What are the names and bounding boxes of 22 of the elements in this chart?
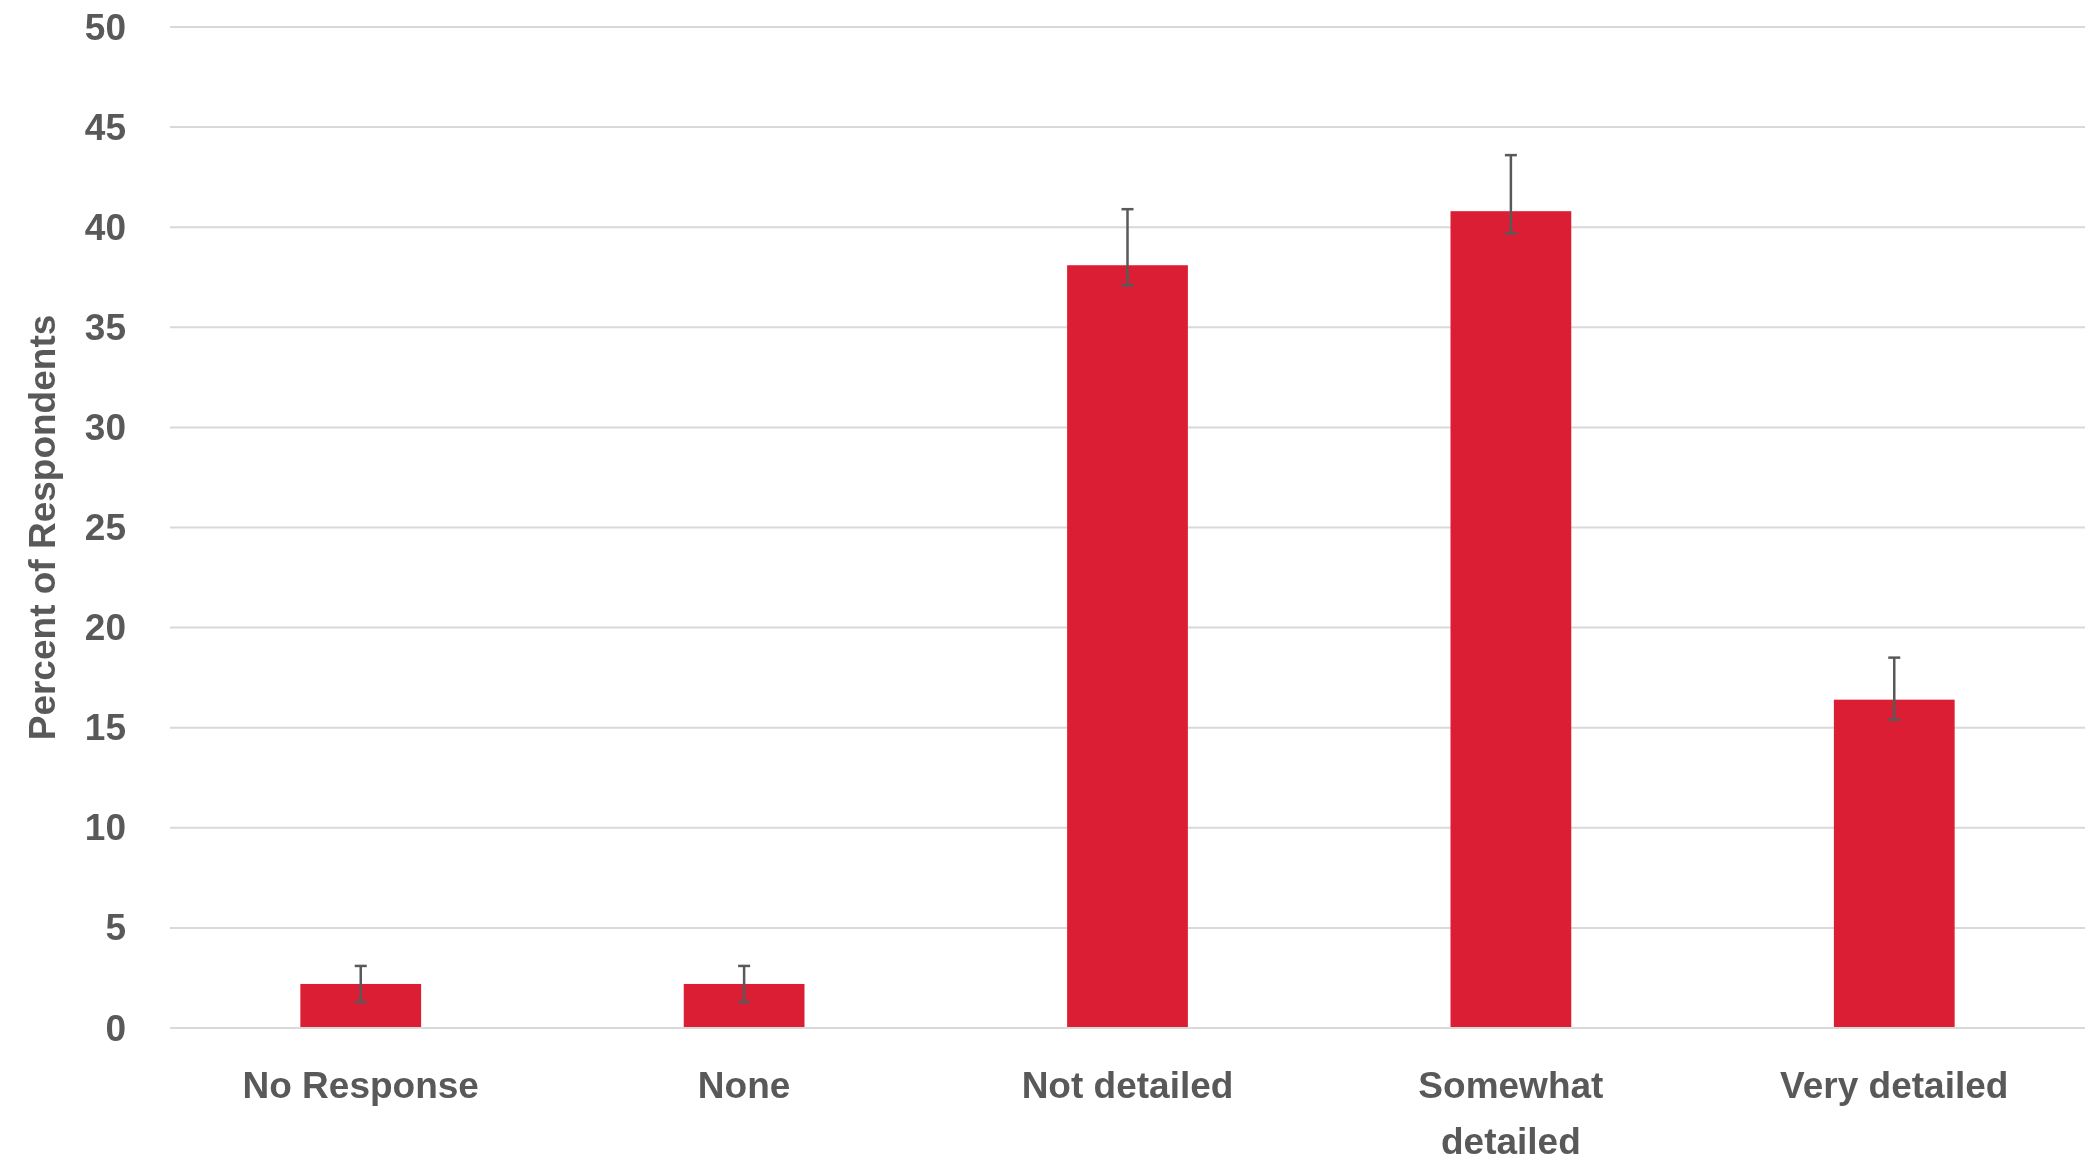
y-tick-label: 10 <box>84 807 126 849</box>
bar <box>1450 211 1572 1028</box>
y-tick-label: 20 <box>84 607 126 649</box>
x-tick-label: Very detailed <box>1780 1065 2009 1106</box>
y-tick-label: 5 <box>105 907 126 949</box>
x-tick-label: No Response <box>242 1065 479 1106</box>
bar <box>300 983 422 1028</box>
bar <box>683 983 805 1028</box>
y-axis-title: Percent of Respondents <box>22 314 63 741</box>
y-tick-label: 45 <box>84 106 126 148</box>
y-tick-label: 25 <box>84 507 126 548</box>
y-tick-label: 15 <box>84 707 126 749</box>
x-tick-label: Somewhat detailed <box>1418 1065 1604 1162</box>
bar <box>1833 699 1955 1028</box>
y-tick-label: 0 <box>105 1007 126 1049</box>
bar <box>1067 265 1188 1028</box>
y-tick-label: 50 <box>84 6 126 48</box>
y-tick-label: 35 <box>84 306 126 348</box>
y-tick-label: 30 <box>84 406 126 448</box>
x-tick-label: Not detailed <box>1021 1065 1234 1106</box>
y-tick-label: 40 <box>84 206 126 248</box>
x-tick-label: None <box>697 1065 791 1106</box>
